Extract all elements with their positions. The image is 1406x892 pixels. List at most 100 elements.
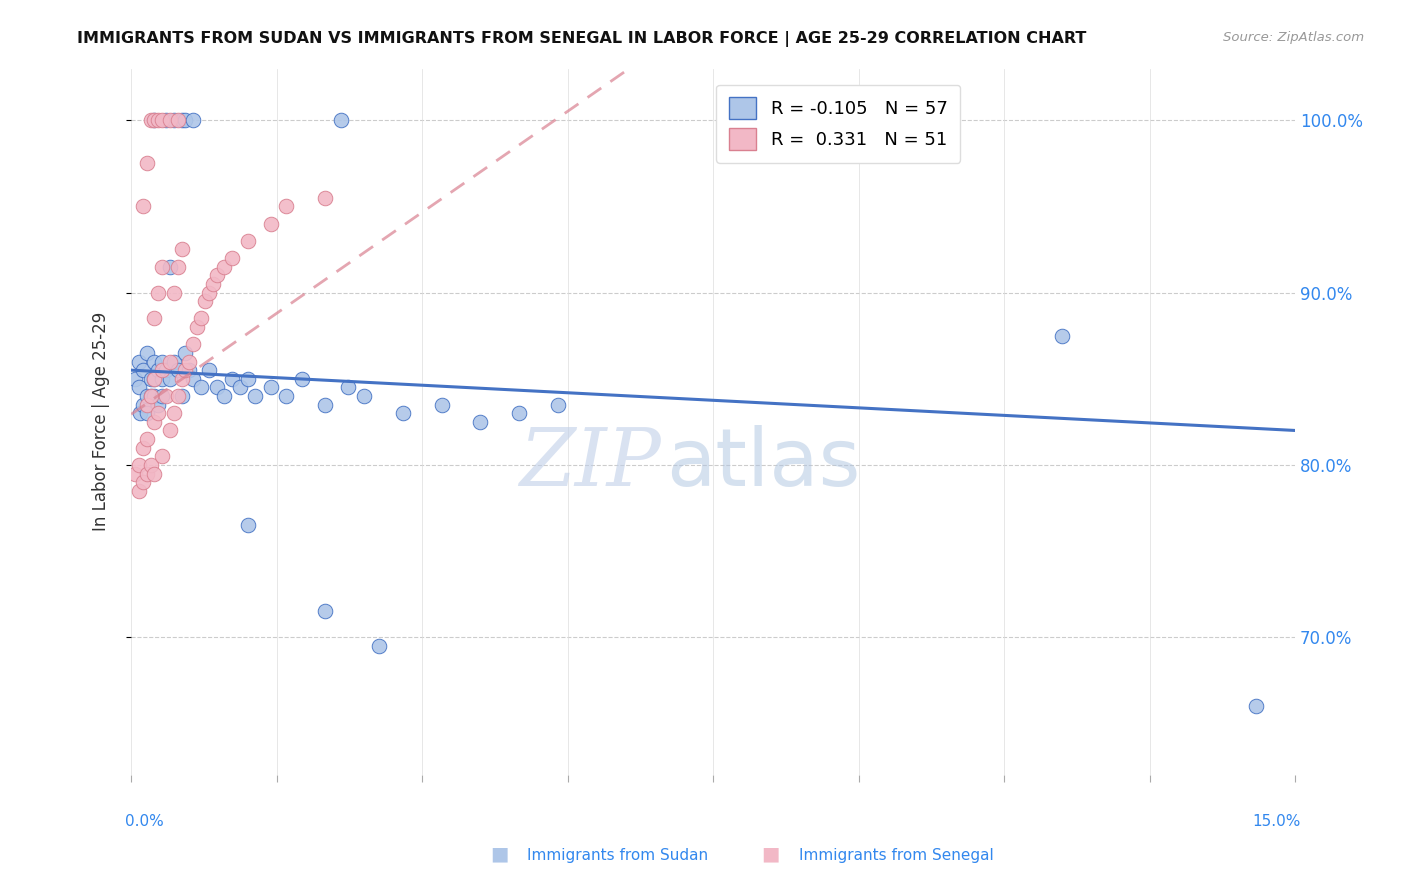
Point	[128, 483, 150, 498]
Point	[135, 398, 157, 412]
Point	[329, 113, 352, 128]
Point	[197, 363, 219, 377]
Point	[174, 346, 197, 360]
Point	[124, 467, 146, 481]
Point	[159, 354, 181, 368]
Point	[236, 372, 259, 386]
Point	[170, 389, 193, 403]
Point	[124, 372, 146, 386]
Point	[150, 450, 173, 464]
Point	[143, 113, 166, 128]
Text: Immigrants from Sudan: Immigrants from Sudan	[527, 848, 709, 863]
Point	[150, 389, 173, 403]
Point	[163, 113, 186, 128]
Point	[143, 372, 166, 386]
Point	[260, 380, 283, 394]
Point	[314, 604, 336, 618]
Point	[132, 398, 155, 412]
Point	[276, 199, 298, 213]
Point	[148, 113, 170, 128]
Point	[508, 406, 530, 420]
Point	[194, 294, 217, 309]
Point	[129, 406, 152, 420]
Text: Source: ZipAtlas.com: Source: ZipAtlas.com	[1223, 31, 1364, 45]
Text: 0.0%: 0.0%	[125, 814, 165, 829]
Point	[166, 260, 188, 274]
Point	[150, 372, 173, 386]
Point	[1052, 328, 1074, 343]
Point	[229, 380, 252, 394]
Text: Immigrants from Senegal: Immigrants from Senegal	[799, 848, 994, 863]
Point	[179, 354, 201, 368]
Point	[163, 406, 186, 420]
Point	[260, 217, 283, 231]
Point	[181, 337, 204, 351]
Text: IMMIGRANTS FROM SUDAN VS IMMIGRANTS FROM SENEGAL IN LABOR FORCE | AGE 25-29 CORR: IMMIGRANTS FROM SUDAN VS IMMIGRANTS FROM…	[77, 31, 1087, 47]
Point	[205, 268, 228, 283]
Point	[236, 518, 259, 533]
Point	[139, 113, 162, 128]
Point	[155, 363, 177, 377]
Point	[150, 260, 173, 274]
Point	[143, 389, 166, 403]
Y-axis label: In Labor Force | Age 25-29: In Labor Force | Age 25-29	[93, 312, 110, 532]
Point	[245, 389, 267, 403]
Point	[276, 389, 298, 403]
Point	[132, 441, 155, 455]
Point	[135, 432, 157, 446]
Point	[150, 354, 173, 368]
Point	[201, 277, 224, 291]
Point	[186, 320, 208, 334]
Legend: R = -0.105   N = 57, R =  0.331   N = 51: R = -0.105 N = 57, R = 0.331 N = 51	[717, 85, 960, 163]
Point	[143, 354, 166, 368]
Point	[368, 639, 391, 653]
Point	[170, 243, 193, 257]
Point	[143, 113, 166, 128]
Point	[135, 467, 157, 481]
Point	[139, 458, 162, 472]
Point	[353, 389, 375, 403]
Text: 15.0%: 15.0%	[1253, 814, 1301, 829]
Point	[1244, 699, 1267, 714]
Point	[391, 406, 413, 420]
Point	[148, 398, 170, 412]
Text: atlas: atlas	[666, 425, 860, 503]
Point	[132, 363, 155, 377]
Point	[163, 285, 186, 300]
Point	[143, 311, 166, 326]
Point	[314, 398, 336, 412]
Point	[155, 113, 177, 128]
Point	[221, 251, 243, 265]
Point	[143, 372, 166, 386]
Point	[163, 354, 186, 368]
Point	[159, 372, 181, 386]
Point	[170, 372, 193, 386]
Point	[214, 389, 236, 403]
Point	[132, 199, 155, 213]
Point	[181, 372, 204, 386]
Point	[166, 363, 188, 377]
Point	[135, 346, 157, 360]
Point	[135, 156, 157, 170]
Point	[148, 285, 170, 300]
Point	[143, 415, 166, 429]
Point	[214, 260, 236, 274]
Point	[166, 389, 188, 403]
Point	[314, 191, 336, 205]
Point	[337, 380, 360, 394]
Point	[174, 363, 197, 377]
Point	[221, 372, 243, 386]
Text: ZIP: ZIP	[519, 425, 661, 503]
Point	[197, 285, 219, 300]
Point	[205, 380, 228, 394]
Point	[159, 260, 181, 274]
Point	[139, 389, 162, 403]
Point	[155, 389, 177, 403]
Point	[470, 415, 492, 429]
Point	[236, 234, 259, 248]
Point	[128, 380, 150, 394]
Text: ■: ■	[761, 845, 780, 863]
Point	[190, 311, 212, 326]
Point	[174, 113, 197, 128]
Point	[166, 113, 188, 128]
